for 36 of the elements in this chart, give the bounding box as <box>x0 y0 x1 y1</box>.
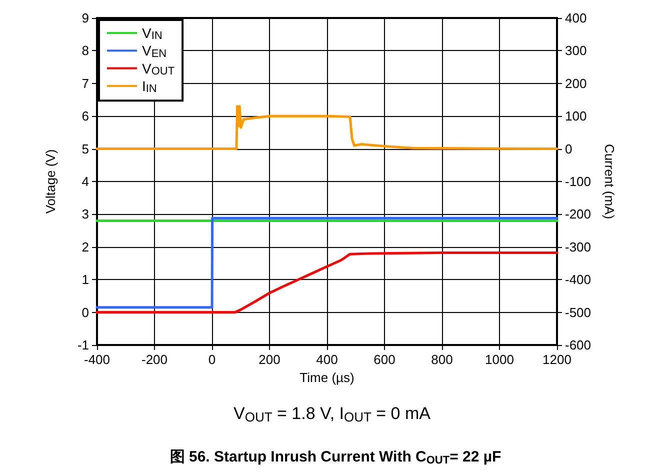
x-tick-label: 1000 <box>485 352 514 367</box>
y2-tick-label: 400 <box>565 10 587 26</box>
y2-tick-label: 200 <box>565 76 587 91</box>
y-tick-label: 7 <box>82 76 89 91</box>
y-axis-title: Voltage (V) <box>43 149 58 214</box>
y-tick-label: 4 <box>82 174 89 189</box>
y2-tick-label: -200 <box>565 206 592 222</box>
x-tick-label: 600 <box>374 352 396 367</box>
y2-tick-label: 0 <box>565 141 572 156</box>
x-tick-label: 400 <box>316 352 338 367</box>
y-tick-label: -1 <box>77 338 89 352</box>
x-tick-label: -400 <box>84 352 110 367</box>
y-tick-label: 2 <box>82 239 89 254</box>
y2-tick-label: -300 <box>565 239 592 254</box>
line-series <box>96 105 558 150</box>
y2-tick-label: -500 <box>565 304 592 320</box>
y-tick-label: 3 <box>82 206 89 222</box>
y2-tick-label: -100 <box>565 174 592 189</box>
x-axis-title: Time (µs) <box>300 370 354 385</box>
y2-tick-label: -400 <box>565 272 592 288</box>
y2-axis-title: Current (mA) <box>602 144 617 220</box>
y-tick-label: 5 <box>82 141 89 156</box>
y-tick-label: 0 <box>82 304 89 320</box>
y2-tick-label: -600 <box>565 338 592 352</box>
x-tick-label: 800 <box>431 352 453 367</box>
line-series <box>96 252 558 314</box>
y2-tick-label: 300 <box>565 43 587 58</box>
y-tick-label: 8 <box>82 43 89 58</box>
y-tick-label: 1 <box>82 272 89 288</box>
y-tick-label: 6 <box>82 108 89 124</box>
x-tick-label: 1200 <box>542 352 572 367</box>
x-tick-label: -200 <box>141 352 168 367</box>
y-tick-label: 9 <box>82 10 89 26</box>
x-tick-label: 0 <box>208 352 216 367</box>
y2-tick-label: 100 <box>565 108 587 124</box>
x-tick-label: 200 <box>258 352 280 367</box>
